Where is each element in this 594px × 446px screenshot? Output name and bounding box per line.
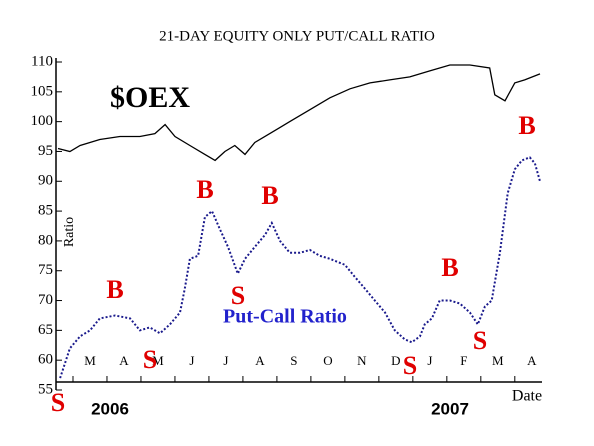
x-tick-label: O [323, 353, 332, 368]
signal-marker: B [196, 175, 213, 204]
x-tick-label: A [119, 353, 129, 368]
x-tick-label: J [223, 353, 228, 368]
signal-marker: S [473, 326, 487, 355]
series-label: Put-Call Ratio [223, 306, 347, 328]
signal-marker: S [143, 345, 157, 374]
y-axis-label: Ratio [62, 217, 77, 247]
signal-marker: S [51, 388, 65, 417]
signal-marker: B [106, 275, 123, 304]
signal-marker: S [231, 281, 245, 310]
y-tick-label: 65 [38, 322, 53, 338]
y-tick-label: 60 [38, 352, 53, 368]
y-tick-label: 70 [38, 292, 53, 308]
series-line [59, 156, 541, 379]
x-tick-label: S [290, 353, 297, 368]
x-tick-label: M [492, 353, 504, 368]
x-tick-label: J [189, 353, 194, 368]
x-tick-label: M [84, 353, 96, 368]
annotation-title: $OEX [110, 81, 190, 114]
signal-marker: B [261, 181, 278, 210]
signal-marker: B [518, 111, 535, 140]
series-line [57, 64, 541, 162]
x-tick-label: N [357, 353, 367, 368]
x-tick-label: D [391, 353, 400, 368]
x-axis-label: Date [512, 388, 542, 405]
y-tick-label: 80 [38, 232, 53, 248]
x-tick-label: M [152, 353, 164, 368]
signal-marker: B [441, 253, 458, 282]
x-tick-label: J [427, 353, 432, 368]
year-label: 2007 [431, 399, 469, 418]
x-tick-label: F [460, 353, 467, 368]
year-label: 2006 [91, 399, 129, 418]
signal-marker: S [403, 351, 417, 380]
y-tick-label: 100 [31, 113, 54, 129]
chart-title: 21-DAY EQUITY ONLY PUT/CALL RATIO [159, 28, 435, 44]
y-tick-label: 85 [38, 203, 53, 219]
x-tick-label: A [255, 353, 265, 368]
y-tick-label: 95 [38, 143, 53, 159]
y-tick-label: 90 [38, 173, 53, 189]
x-tick-label: A [527, 353, 537, 368]
y-tick-label: 105 [31, 83, 54, 99]
y-tick-label: 110 [31, 53, 53, 69]
y-tick-label: 55 [38, 381, 53, 397]
y-tick-label: 75 [38, 262, 53, 278]
